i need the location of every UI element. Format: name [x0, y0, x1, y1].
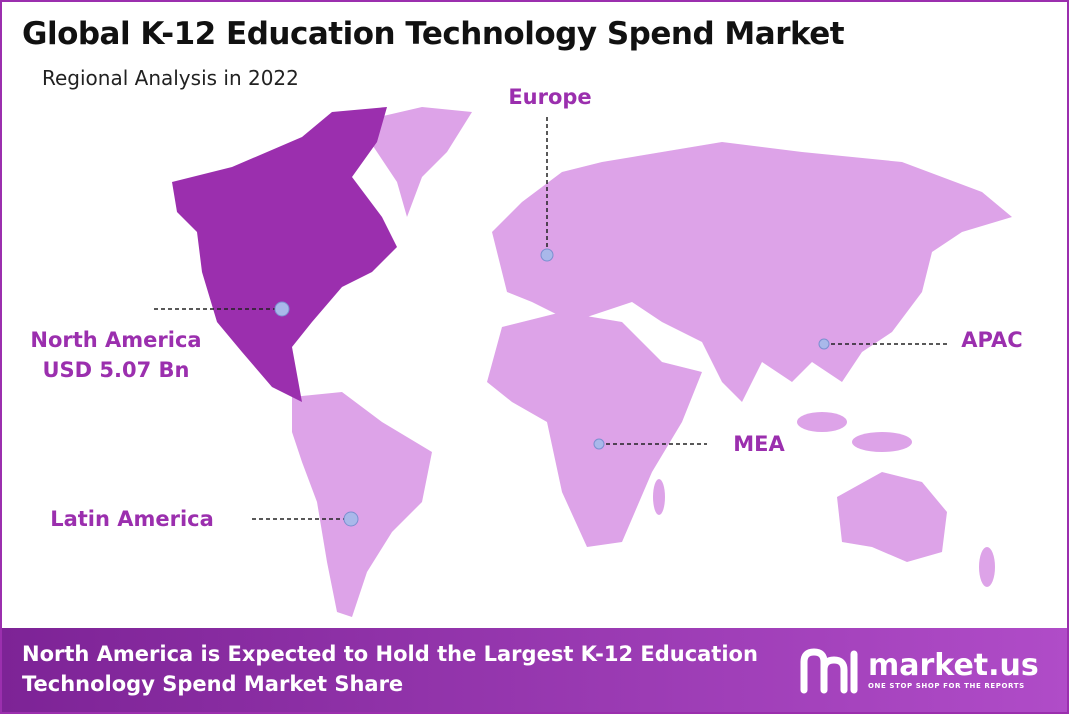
- logo-name: market.us: [868, 648, 1039, 683]
- markers: [274, 248, 830, 527]
- island: [797, 412, 847, 432]
- south-america: [292, 392, 432, 617]
- continents: [292, 107, 1012, 617]
- region-value: USD 5.07 Bn: [42, 358, 190, 382]
- island: [852, 432, 912, 452]
- region-label: APAC: [961, 328, 1023, 352]
- africa: [487, 312, 702, 547]
- region-label: MEA: [733, 432, 785, 456]
- region-label: Europe: [508, 85, 592, 109]
- logo-icon: [800, 648, 858, 694]
- island: [653, 479, 665, 515]
- australia: [837, 472, 947, 562]
- footer-text: Technology Spend Market Share: [22, 672, 404, 696]
- marker: [818, 338, 830, 350]
- footer-text: North America is Expected to Hold the La…: [22, 642, 758, 666]
- marker: [274, 301, 290, 317]
- marker: [540, 248, 554, 262]
- subtitle: Regional Analysis in 2022: [42, 66, 299, 90]
- greenland: [357, 107, 472, 217]
- marker: [343, 511, 359, 527]
- island: [979, 547, 995, 587]
- marker: [593, 438, 605, 450]
- region-name: North America: [30, 328, 202, 352]
- title: Global K-12 Education Technology Spend M…: [22, 16, 845, 52]
- north-america: [172, 107, 397, 402]
- region-label: North America USD 5.07 Bn: [16, 325, 216, 385]
- eurasia: [492, 142, 1012, 402]
- footer: North America is Expected to Hold the La…: [2, 628, 1067, 712]
- region-label: Latin America: [50, 507, 214, 531]
- logo-tagline: ONE STOP SHOP FOR THE REPORTS: [868, 682, 1025, 690]
- leader-lines: [154, 117, 950, 520]
